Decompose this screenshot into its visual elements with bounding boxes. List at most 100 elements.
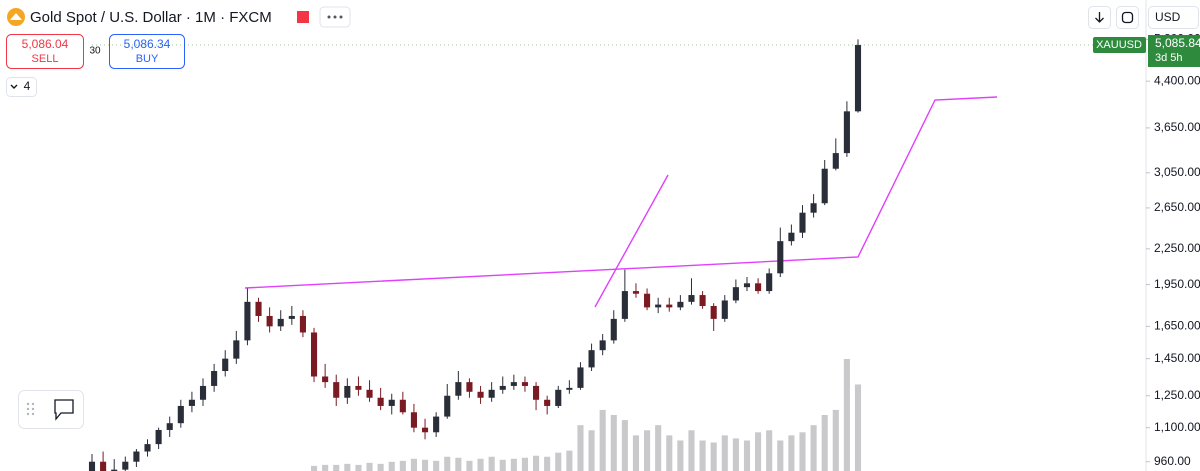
buy-price: 5,086.34 <box>124 37 171 51</box>
volume-bar <box>566 450 573 471</box>
volume-bar <box>788 435 795 471</box>
candle-body <box>366 389 373 398</box>
volume-bar <box>799 432 806 471</box>
volume-bar <box>477 458 484 471</box>
indicator-count: 4 <box>24 79 31 93</box>
candle-body <box>310 332 318 377</box>
candle-body <box>266 315 273 327</box>
candle-body <box>832 153 839 169</box>
more-button[interactable] <box>319 6 351 28</box>
drag-handle <box>26 402 35 416</box>
y-tick-label: 1,100.00 <box>1154 420 1200 434</box>
sell-label: SELL <box>32 53 59 65</box>
download-icon <box>1095 12 1104 23</box>
candle-body <box>610 318 617 341</box>
candle-body <box>421 427 429 433</box>
candle-body <box>655 304 662 308</box>
candle-body <box>788 232 795 242</box>
candle-body <box>721 300 728 319</box>
volume-bar <box>344 463 351 471</box>
candle-body <box>488 389 495 398</box>
y-tick-label: 1,250.00 <box>1154 388 1200 402</box>
chevron <box>10 84 18 89</box>
y-tick-label: 1,950.00 <box>1154 277 1200 291</box>
countdown: 3d 5h <box>1155 52 1183 64</box>
sell-button[interactable] <box>6 34 84 69</box>
currency: USD <box>1155 10 1181 24</box>
y-tick-label: 3,050.00 <box>1154 165 1200 179</box>
candle-body <box>521 382 529 386</box>
volume-bar <box>843 359 850 471</box>
volume-bar <box>832 409 839 471</box>
volume-bar <box>710 442 717 471</box>
y-tick-label: 3,650.00 <box>1154 120 1200 134</box>
candle-body <box>644 293 651 308</box>
volume-bar <box>755 432 762 471</box>
candle-body <box>510 382 517 386</box>
more-dots <box>327 15 343 19</box>
candle-body <box>755 283 762 292</box>
flag-button[interactable] <box>297 11 309 23</box>
volume-bar <box>743 440 751 471</box>
candle-body <box>544 399 551 406</box>
volume-bar <box>655 425 662 471</box>
volume-bar <box>732 438 739 471</box>
volume-bar <box>699 440 706 471</box>
volume-bar <box>433 460 440 471</box>
symbol-icon-glyph <box>10 13 22 20</box>
candle-body <box>777 241 784 274</box>
indicators-toggle[interactable] <box>6 77 37 97</box>
candle-body <box>111 469 118 471</box>
candle-body <box>477 391 484 398</box>
symbol-tag <box>1093 36 1146 53</box>
candle-body <box>100 461 107 471</box>
layout-button[interactable] <box>1116 6 1139 29</box>
candle-body <box>399 399 406 413</box>
currency-button[interactable] <box>1148 6 1199 29</box>
candle-body <box>854 44 862 112</box>
comment-button[interactable] <box>54 399 74 421</box>
volume-bar <box>766 430 773 471</box>
candle-body <box>122 461 129 470</box>
volume-bar <box>377 463 384 471</box>
volume-bar <box>366 462 373 471</box>
buy-button[interactable] <box>109 34 185 69</box>
last-price-tag <box>1148 34 1200 67</box>
candle-body <box>621 291 628 319</box>
candle-body <box>499 385 506 390</box>
volume-bar <box>621 420 628 471</box>
candle-body <box>322 376 329 383</box>
volume-bar <box>333 464 340 471</box>
candle-body <box>743 283 751 288</box>
volume-bar <box>510 458 517 471</box>
volume-bar <box>355 464 362 471</box>
volume-bar <box>688 430 695 471</box>
drawing-trendlines <box>244 96 998 308</box>
y-tick-label: 1,450.00 <box>1154 351 1200 365</box>
candle-body <box>388 399 395 406</box>
candle-body <box>766 273 773 292</box>
volume-bar <box>466 460 473 471</box>
y-tick-label: 4,400.00 <box>1154 73 1200 87</box>
candle-body <box>222 358 229 372</box>
candle-body <box>455 382 462 396</box>
volume-bar <box>533 455 540 471</box>
layout-icon <box>1121 11 1134 24</box>
volume-bar <box>810 425 817 471</box>
y-tick-label: 2,250.00 <box>1154 241 1200 255</box>
candle-body <box>288 315 295 319</box>
sell-price: 5,086.04 <box>22 37 69 51</box>
volume-bar <box>444 456 451 471</box>
volume-bar <box>410 458 417 471</box>
candle-body <box>632 291 640 294</box>
y-tick-label: 960.00 <box>1154 454 1191 468</box>
candle-body <box>211 371 218 386</box>
candle-body <box>444 395 451 417</box>
volume-bar <box>310 465 318 471</box>
candle-body <box>299 315 306 333</box>
plot <box>88 39 862 471</box>
volume-bar <box>854 384 862 471</box>
candle-body <box>144 444 151 452</box>
